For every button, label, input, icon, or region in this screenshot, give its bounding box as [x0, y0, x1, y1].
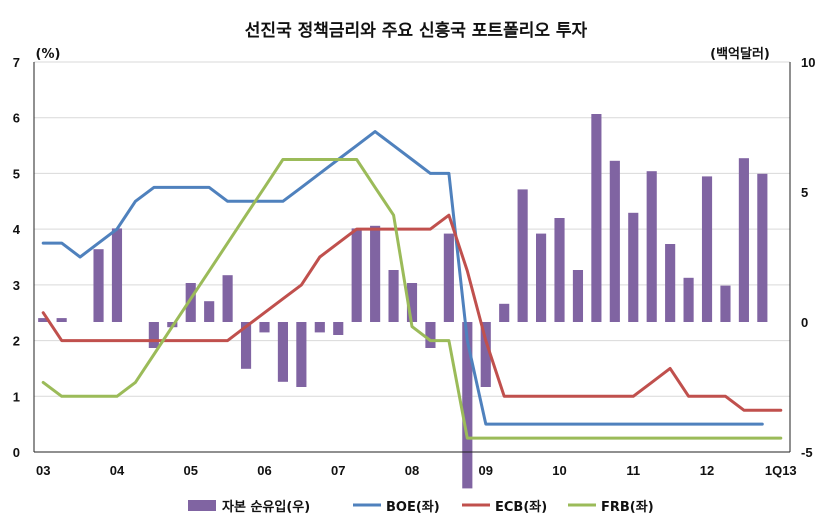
bar — [240, 322, 252, 369]
bar — [111, 228, 123, 322]
left-tick-label: 1 — [13, 389, 20, 404]
bar — [462, 322, 473, 489]
left-tick-label: 0 — [13, 445, 20, 460]
bar — [296, 322, 307, 387]
bar — [720, 285, 731, 322]
bar — [683, 277, 694, 322]
line-series — [41, 130, 783, 440]
x-tick-label: 03 — [36, 463, 50, 478]
bar — [517, 189, 528, 322]
bar — [351, 228, 362, 322]
x-tick-label: 1Q13 — [765, 463, 797, 478]
chart-title: 선진국 정책금리와 주요 신흥국 포트폴리오 투자 — [245, 20, 588, 41]
bar — [738, 158, 749, 322]
x-tick-label: 11 — [626, 463, 640, 478]
x-tick-label: 07 — [331, 463, 345, 478]
bar — [38, 318, 49, 322]
left-tick-label: 3 — [13, 278, 20, 293]
bar — [480, 322, 491, 387]
bar — [204, 301, 215, 322]
bar — [591, 114, 602, 322]
left-tick-label: 7 — [13, 55, 20, 70]
bar — [93, 249, 104, 322]
boe-line — [41, 130, 764, 426]
bar — [148, 322, 159, 348]
legend-label-frb: FRB(좌) — [601, 499, 654, 515]
axes — [33, 62, 791, 453]
bar-series — [38, 114, 768, 489]
x-tick-label: 10 — [552, 463, 566, 478]
x-tick-label: 12 — [700, 463, 714, 478]
bar — [554, 218, 565, 322]
right-axis-unit: (백억달러) — [710, 46, 770, 62]
legend-label-ecb: ECB(좌) — [495, 499, 547, 515]
bar — [56, 318, 67, 322]
bar — [701, 176, 713, 322]
bar — [609, 160, 620, 322]
bar — [536, 233, 547, 322]
bar — [314, 322, 325, 333]
left-tick-label: 5 — [13, 166, 20, 181]
bar — [370, 225, 381, 322]
left-tick-label: 6 — [13, 111, 20, 126]
x-tick-label: 08 — [405, 463, 419, 478]
left-tick-label: 2 — [13, 334, 20, 349]
x-tick-label: 05 — [183, 463, 197, 478]
bar — [443, 233, 454, 322]
right-tick-label: -5 — [801, 445, 813, 460]
right-tick-label: 0 — [801, 315, 808, 330]
right-tick-label: 10 — [801, 55, 815, 70]
frb-line — [41, 158, 783, 440]
bar — [757, 173, 768, 322]
legend-label-bar: 자본 순유입(우) — [222, 500, 310, 515]
bar — [185, 283, 196, 322]
left-axis-unit: (%) — [36, 47, 61, 62]
left-tick-label: 4 — [13, 222, 21, 237]
bar — [333, 322, 344, 335]
bar — [646, 171, 657, 322]
bar — [572, 270, 584, 322]
right-tick-label: 5 — [801, 185, 808, 200]
bar — [425, 322, 436, 348]
x-tick-label: 04 — [110, 463, 125, 478]
bar — [406, 283, 418, 322]
bar — [628, 212, 639, 322]
ecb-line — [41, 213, 783, 412]
bar — [259, 322, 270, 333]
bar — [665, 244, 676, 322]
legend-swatch-bar — [188, 500, 216, 511]
bar — [388, 270, 399, 322]
x-tick-label: 06 — [257, 463, 271, 478]
bar — [499, 303, 510, 322]
legend-label-boe: BOE(좌) — [386, 499, 440, 515]
bar — [277, 322, 288, 382]
x-tick-label: 09 — [479, 463, 493, 478]
legend: 자본 순유입(우) BOE(좌) ECB(좌) FRB(좌) — [188, 499, 654, 515]
bar — [222, 275, 233, 322]
